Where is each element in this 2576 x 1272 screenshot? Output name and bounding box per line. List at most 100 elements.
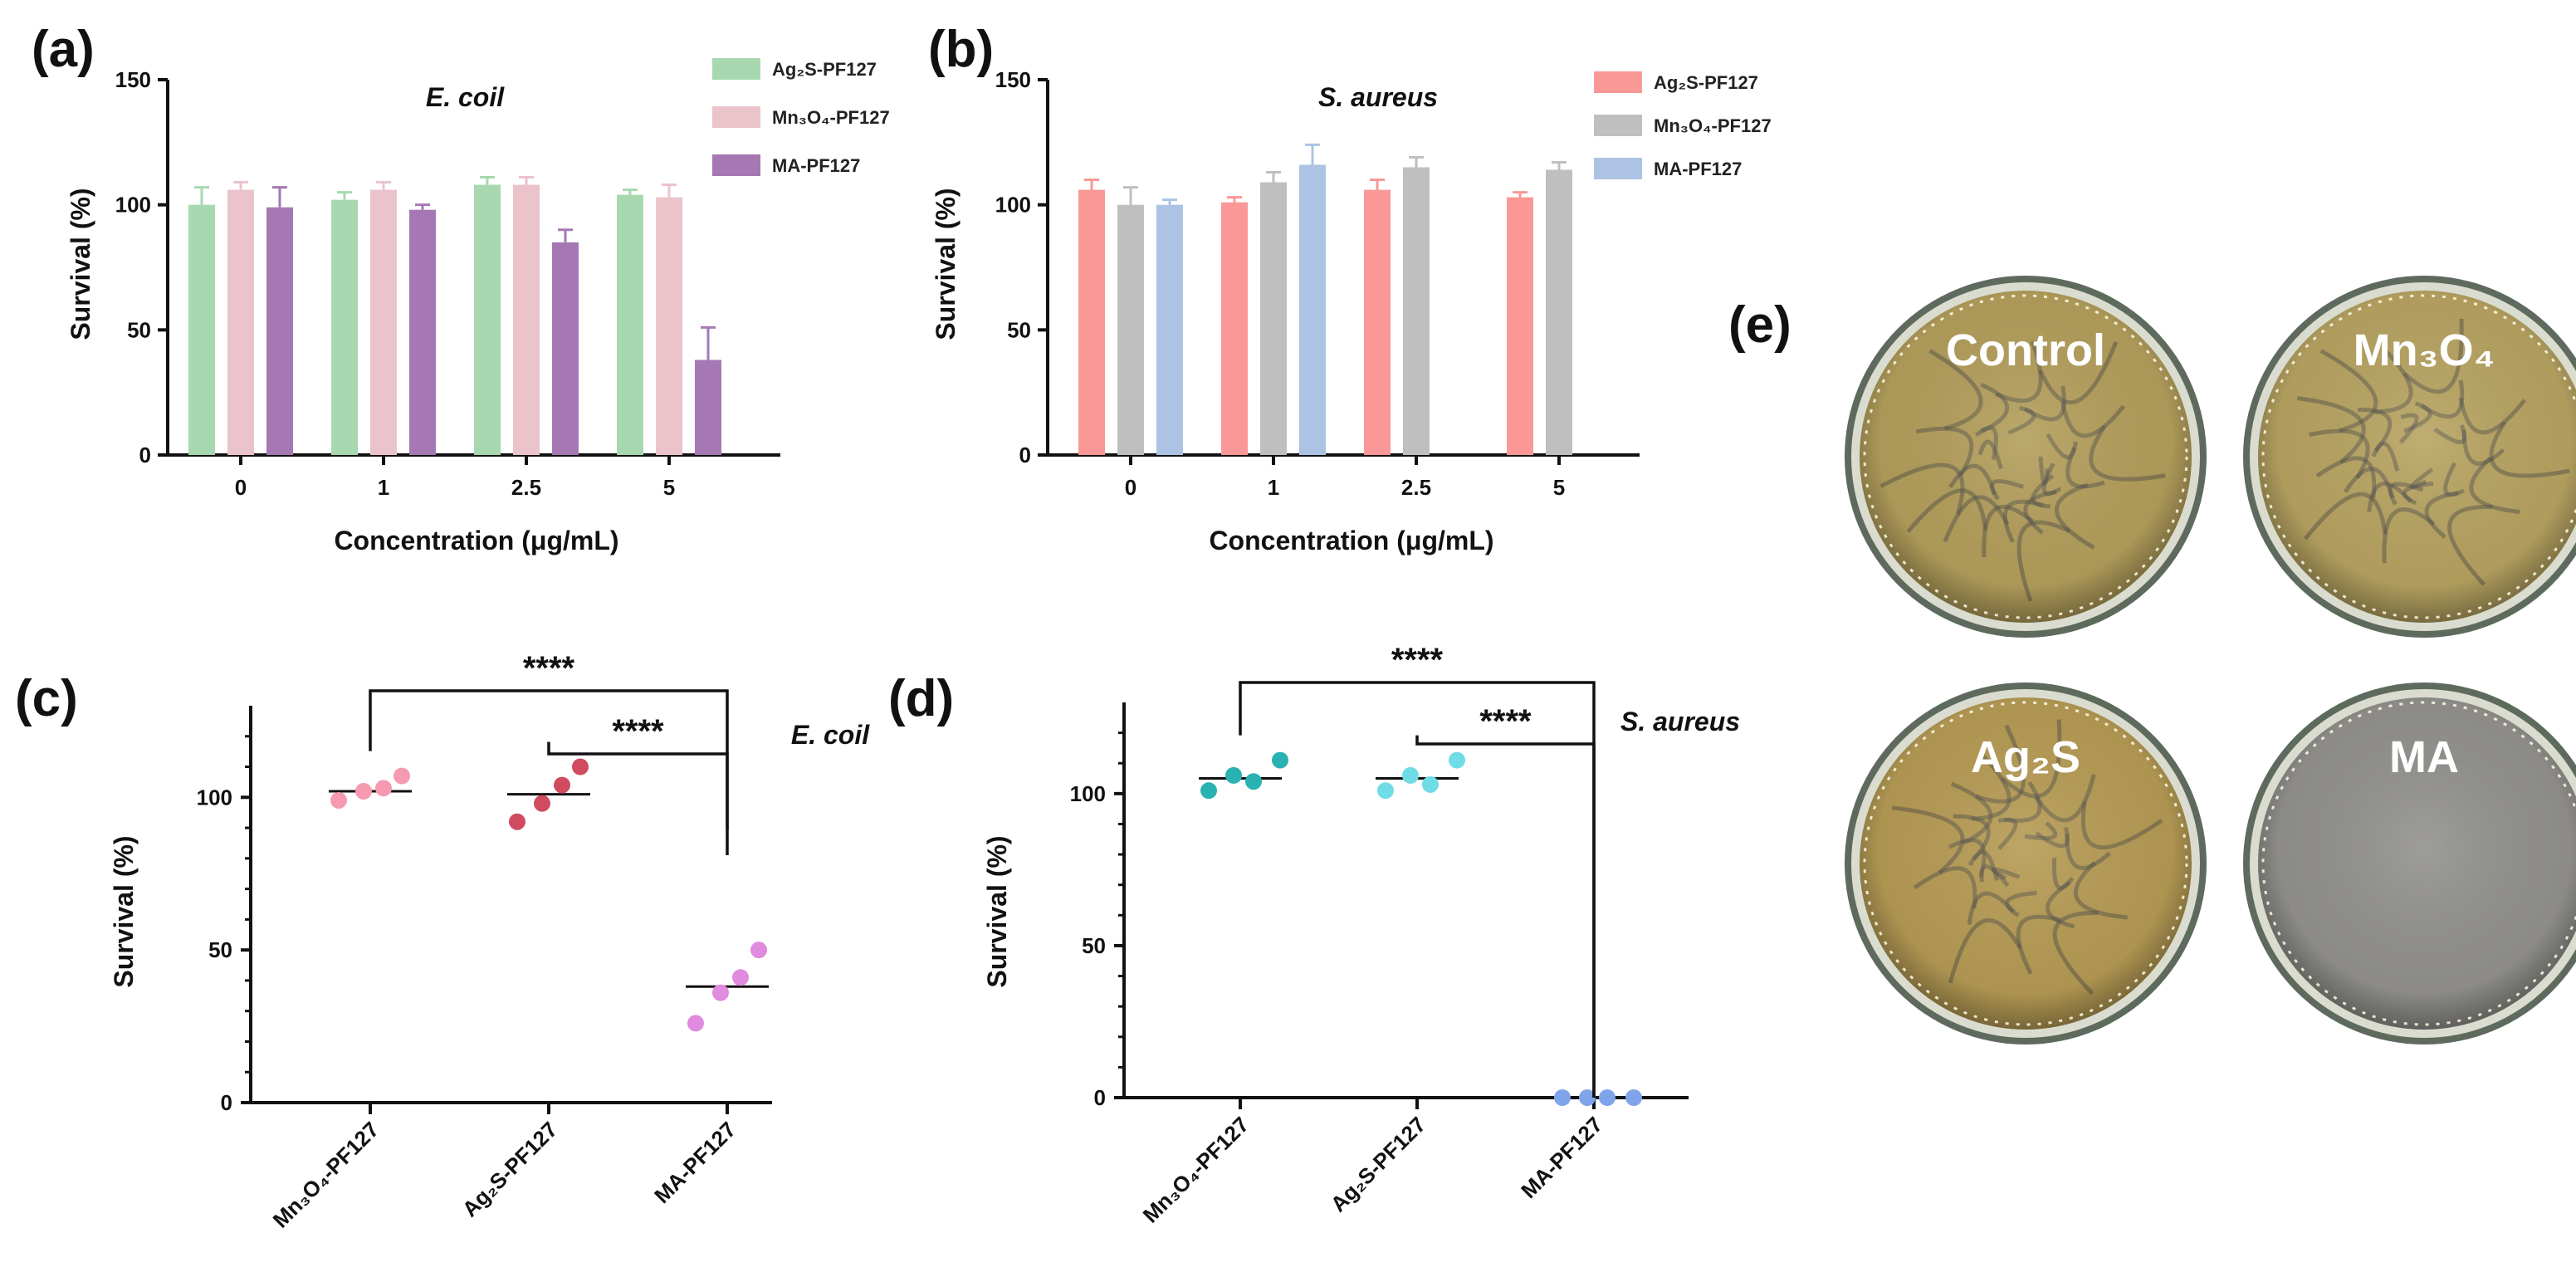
legend-label: Ag₂S-PF127 — [772, 59, 877, 80]
data-point — [534, 795, 550, 812]
bar — [188, 204, 215, 455]
petri-plates: Control Mn₃O₄ Ag₂S MA — [1845, 276, 2576, 1045]
bar — [695, 360, 721, 455]
panel-b-title: S. aureus — [1318, 82, 1438, 112]
y-tick-label: 150 — [115, 67, 151, 92]
data-point — [375, 780, 392, 797]
y-tick-label: 50 — [1082, 933, 1106, 958]
x-tick-label: MA-PF127 — [649, 1117, 741, 1208]
bar — [370, 189, 397, 455]
bar — [1546, 169, 1572, 456]
legend-label: Ag₂S-PF127 — [1654, 72, 1758, 93]
data-point — [1554, 1089, 1571, 1106]
significance-stars: **** — [523, 650, 575, 687]
agar-shading — [2258, 697, 2576, 1030]
y-tick-label: 50 — [127, 317, 151, 342]
data-point — [732, 969, 749, 986]
x-tick-label: MA-PF127 — [1516, 1112, 1607, 1203]
plate-label: Control — [1946, 325, 2105, 375]
panel-c-title: E. coil — [791, 720, 870, 750]
data-point — [1579, 1089, 1596, 1106]
data-point — [1272, 751, 1288, 769]
panel-c-plot: 0 50 100 Mn₃O₄-PF127 Ag₂S-PF127 MA-PF127 **** *… — [197, 650, 772, 1233]
bar — [227, 189, 254, 455]
legend-swatch — [1594, 115, 1642, 136]
petri-plate: Ag₂S — [1845, 682, 2207, 1045]
data-point — [554, 776, 570, 794]
x-tick-label: 1 — [1268, 475, 1279, 500]
bar — [1299, 164, 1326, 455]
data-point — [750, 942, 767, 959]
significance-bracket — [1415, 735, 1596, 1098]
petri-plate: Control — [1845, 276, 2207, 638]
legend-label: Mn₃O₄-PF127 — [1654, 115, 1772, 136]
rim-reflection — [2261, 701, 2576, 1026]
bar — [552, 242, 579, 455]
panel-e: (e) Control Mn₃O₄ Ag₂S MA — [1728, 276, 2576, 1045]
plate-label: MA — [2389, 732, 2459, 782]
bar — [1078, 189, 1105, 455]
panel-c: (c) E. coil Survival (%) 0 50 100 Mn₃O₄-PF1… — [15, 650, 870, 1233]
x-tick-label: 2.5 — [1401, 475, 1431, 500]
y-tick-label: 100 — [995, 193, 1031, 218]
agar-shading — [1860, 291, 2192, 623]
data-point — [1200, 782, 1217, 800]
bar — [266, 207, 293, 455]
panel-label-e: (e) — [1728, 296, 1791, 354]
bar — [1403, 167, 1430, 455]
bar — [513, 184, 540, 455]
data-point — [509, 813, 525, 830]
x-tick-label: Mn₃O₄-PF127 — [1138, 1112, 1254, 1228]
data-point — [330, 791, 347, 809]
significance-bracket — [547, 741, 729, 855]
plate-label: Mn₃O₄ — [2354, 325, 2495, 375]
data-point — [355, 782, 372, 800]
legend-swatch — [712, 106, 760, 128]
panel-a-xlabel: Concentration (μg/mL) — [334, 526, 618, 555]
legend-swatch — [712, 154, 760, 176]
significance-stars: **** — [612, 713, 664, 750]
x-tick-label: Ag₂S-PF127 — [1326, 1112, 1430, 1216]
agar-shading — [2258, 291, 2576, 623]
y-tick-label: 100 — [197, 785, 232, 810]
rim-reflection — [2261, 294, 2576, 619]
bar — [331, 199, 358, 455]
x-tick-label: 0 — [1125, 475, 1136, 500]
panel-a-legend: Ag₂S-PF127 Mn₃O₄-PF127 MA-PF127 — [712, 58, 890, 176]
x-tick-label: 5 — [663, 475, 675, 500]
data-point — [712, 984, 729, 1001]
data-point — [1402, 766, 1419, 784]
panel-b: (b) S. aureus Survival (%) Concentration… — [928, 21, 1772, 555]
agar-shading — [1860, 697, 2192, 1030]
data-point — [393, 767, 410, 785]
y-tick-label: 50 — [1007, 317, 1031, 342]
panel-b-xlabel: Concentration (μg/mL) — [1209, 526, 1493, 555]
panel-b-legend: Ag₂S-PF127 Mn₃O₄-PF127 MA-PF127 — [1594, 71, 1772, 179]
legend-label: MA-PF127 — [1654, 159, 1742, 179]
panel-d: (d) S. aureus Survival (%) 0 50 100 Mn₃O₄-P… — [888, 642, 1740, 1228]
data-point — [1225, 766, 1242, 784]
y-tick-label: 0 — [139, 443, 151, 467]
y-tick-label: 50 — [208, 937, 232, 962]
panel-a-title: E. coil — [426, 82, 505, 112]
data-point — [1377, 782, 1394, 800]
bar — [1117, 204, 1144, 455]
legend-label: MA-PF127 — [772, 155, 860, 176]
y-tick-label: 0 — [1019, 443, 1031, 467]
x-tick-label: Mn₃O₄-PF127 — [268, 1117, 384, 1233]
data-point — [572, 758, 589, 775]
legend-swatch — [1594, 158, 1642, 179]
rim-reflection — [1863, 294, 2188, 619]
panel-c-ylabel: Survival (%) — [109, 835, 139, 987]
panel-a-plot: 0 50 100 150 0 1 2.5 5 — [115, 67, 780, 500]
data-point — [687, 1015, 704, 1032]
x-tick-label: 0 — [235, 475, 247, 500]
bar — [1156, 204, 1183, 455]
data-point — [1625, 1089, 1642, 1106]
legend-label: Mn₃O₄-PF127 — [772, 107, 890, 128]
panel-d-title: S. aureus — [1620, 707, 1740, 736]
data-point — [1245, 773, 1262, 790]
bar — [656, 197, 682, 456]
x-tick-label: 5 — [1553, 475, 1565, 500]
